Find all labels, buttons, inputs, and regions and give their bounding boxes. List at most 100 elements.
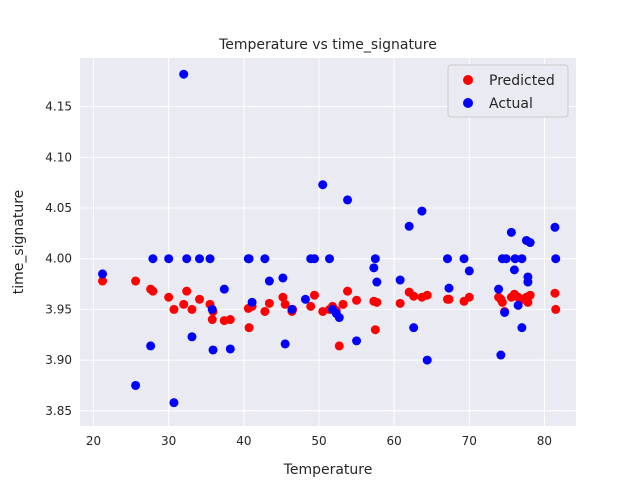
- point-predicted: [260, 306, 270, 316]
- legend-box: [447, 64, 569, 118]
- x-tick-label: 30: [161, 434, 176, 448]
- point-actual: [182, 254, 192, 264]
- point-actual: [513, 300, 523, 310]
- point-actual: [247, 297, 257, 307]
- point-predicted: [372, 297, 382, 307]
- point-predicted: [338, 299, 348, 309]
- point-predicted: [182, 286, 192, 296]
- point-predicted: [98, 276, 108, 286]
- point-predicted: [422, 290, 432, 300]
- point-actual: [369, 263, 379, 273]
- point-actual: [517, 254, 527, 264]
- x-axis-label: Temperature: [283, 462, 373, 478]
- point-actual: [208, 345, 218, 355]
- point-predicted: [497, 297, 507, 307]
- x-tick-label: 70: [462, 434, 477, 448]
- legend: Predicted Actual: [447, 64, 569, 118]
- point-actual: [343, 195, 353, 205]
- y-tick-label: 3.95: [45, 302, 72, 316]
- point-actual: [551, 254, 561, 264]
- point-predicted: [207, 315, 217, 325]
- data-points: [98, 69, 561, 408]
- point-actual: [146, 341, 156, 351]
- y-tick-label: 4.15: [45, 100, 72, 114]
- plot-area: [80, 58, 576, 426]
- point-actual: [501, 254, 511, 264]
- point-actual: [372, 277, 382, 287]
- point-actual: [442, 254, 452, 264]
- point-actual: [260, 254, 270, 264]
- point-predicted: [187, 304, 197, 314]
- point-actual: [148, 254, 158, 264]
- point-actual: [525, 238, 535, 248]
- point-predicted: [343, 286, 353, 296]
- point-actual: [131, 380, 141, 390]
- x-tick-label: 40: [236, 434, 251, 448]
- point-actual: [325, 254, 335, 264]
- point-actual: [500, 307, 510, 317]
- point-actual: [444, 283, 454, 293]
- y-tick-label: 4.10: [45, 150, 72, 164]
- y-axis-label: time_signature: [11, 190, 27, 295]
- point-predicted: [370, 325, 380, 335]
- point-predicted: [131, 276, 141, 286]
- point-actual: [417, 206, 427, 216]
- point-actual: [459, 254, 469, 264]
- point-predicted: [334, 341, 344, 351]
- point-actual: [205, 254, 215, 264]
- x-tick-label: 50: [311, 434, 326, 448]
- point-predicted: [444, 294, 454, 304]
- point-predicted: [278, 292, 288, 302]
- point-actual: [494, 284, 504, 294]
- point-actual: [422, 355, 432, 365]
- point-predicted: [164, 292, 174, 302]
- x-tick-label: 20: [86, 434, 101, 448]
- x-tick-label: 80: [537, 434, 552, 448]
- point-actual: [164, 254, 174, 264]
- point-actual: [509, 265, 519, 275]
- point-actual: [334, 313, 344, 323]
- point-actual: [278, 273, 288, 283]
- point-actual: [179, 69, 189, 79]
- point-actual: [309, 254, 319, 264]
- tick-labels: 20 30 40 50 60 70 80 3.85 3.90 3.95 4.00 4.05 4.10 4.…: [45, 100, 552, 448]
- point-predicted: [225, 315, 235, 325]
- point-actual: [187, 332, 197, 342]
- point-predicted: [148, 286, 158, 296]
- point-actual: [98, 269, 108, 279]
- legend-marker-actual: [463, 98, 473, 108]
- point-predicted: [179, 299, 189, 309]
- point-predicted: [525, 290, 535, 300]
- point-predicted: [409, 291, 419, 301]
- point-actual: [244, 254, 254, 264]
- legend-label-actual: Actual: [489, 96, 533, 112]
- point-predicted: [551, 304, 561, 314]
- point-actual: [225, 344, 235, 354]
- point-actual: [395, 275, 405, 285]
- point-actual: [300, 294, 310, 304]
- point-actual: [169, 398, 179, 408]
- y-tick-label: 3.90: [45, 353, 72, 367]
- point-predicted: [194, 294, 204, 304]
- point-actual: [517, 323, 527, 333]
- point-actual: [506, 227, 516, 237]
- point-actual: [352, 336, 362, 346]
- legend-marker-predicted: [463, 75, 473, 85]
- point-predicted: [306, 301, 316, 311]
- y-tick-label: 4.00: [45, 252, 72, 266]
- point-predicted: [280, 299, 290, 309]
- point-predicted: [244, 323, 254, 333]
- point-actual: [194, 254, 204, 264]
- point-predicted: [550, 288, 560, 298]
- y-tick-label: 3.85: [45, 404, 72, 418]
- point-actual: [264, 276, 274, 286]
- point-predicted: [264, 298, 274, 308]
- x-tick-label: 60: [386, 434, 401, 448]
- point-predicted: [523, 297, 533, 307]
- point-predicted: [318, 306, 328, 316]
- point-actual: [318, 180, 328, 190]
- point-actual: [219, 284, 229, 294]
- point-actual: [496, 350, 506, 360]
- point-actual: [287, 304, 297, 314]
- point-actual: [523, 277, 533, 287]
